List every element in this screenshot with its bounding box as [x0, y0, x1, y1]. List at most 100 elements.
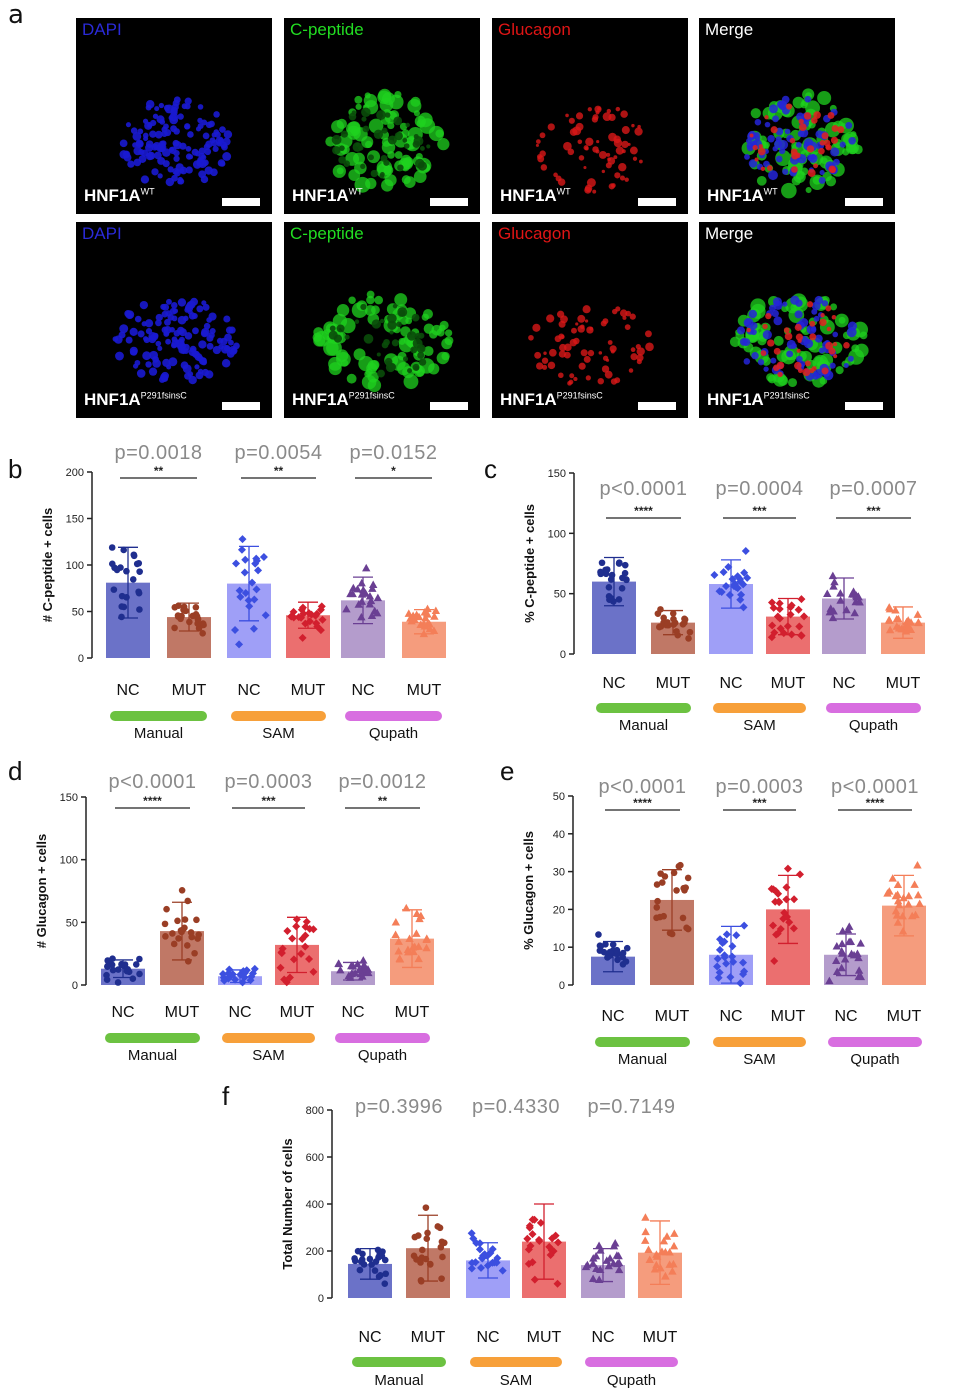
cell-blob: [811, 117, 818, 124]
cell-blob: [769, 104, 778, 114]
group-label: SAM: [500, 1372, 533, 1389]
data-point: [605, 584, 613, 591]
data-point: [248, 969, 257, 978]
cell-blob: [621, 140, 629, 149]
cell-blob: [578, 362, 586, 370]
cell-blob: [197, 117, 203, 124]
cell-blob: [758, 144, 764, 149]
cell-blob: [606, 108, 612, 114]
cell-blob: [541, 357, 549, 364]
cell-blob: [736, 326, 746, 335]
y-tick-label: 200: [306, 1246, 324, 1258]
data-point: [728, 942, 737, 951]
data-point: [351, 1255, 358, 1262]
data-point: [894, 900, 904, 909]
data-point: [114, 979, 122, 986]
data-point: [888, 874, 897, 882]
cell-blob: [201, 327, 210, 337]
cell-blob: [127, 160, 135, 168]
cell-blob: [431, 324, 443, 336]
cell-blob: [162, 160, 170, 168]
cell-blob: [776, 100, 785, 109]
cell-blob: [833, 158, 840, 166]
cell-blob: [216, 141, 222, 147]
data-point: [302, 917, 311, 926]
data-point: [422, 1204, 430, 1211]
cell-blob: [200, 175, 209, 184]
cell-blob: [428, 363, 440, 375]
data-point: [652, 1252, 662, 1260]
scale-bar: [638, 198, 676, 206]
data-point: [618, 585, 626, 592]
data-point: [423, 1235, 431, 1243]
cell-blob: [423, 323, 435, 334]
cell-blob: [165, 338, 171, 345]
data-point: [411, 1233, 419, 1241]
scale-bar: [222, 198, 260, 206]
data-point: [422, 934, 431, 942]
cell-blob: [184, 123, 191, 130]
data-point: [906, 618, 916, 626]
data-point: [856, 972, 866, 981]
data-point: [136, 955, 143, 963]
cell-blob: [781, 95, 790, 104]
cell-blob: [348, 112, 357, 121]
data-point: [394, 937, 403, 945]
data-point: [613, 946, 621, 954]
cell-blob: [179, 168, 185, 174]
group-bar-manual: [105, 1033, 200, 1043]
data-point: [528, 1230, 537, 1239]
cell-blob: [202, 303, 210, 311]
y-axis-label: % C-peptide + cells: [522, 504, 537, 623]
micrograph-glucagon-mut: Glucagon HNF1AP291fsinsC: [492, 222, 688, 418]
cell-blob: [829, 362, 836, 369]
cell-blob: [624, 177, 629, 182]
cell-blob: [387, 313, 397, 324]
cell-blob: [358, 145, 364, 151]
y-tick-label: 800: [306, 1105, 324, 1117]
data-point: [301, 942, 310, 951]
data-point: [412, 929, 421, 937]
cell-blob: [583, 166, 587, 170]
cell-blob: [776, 361, 785, 370]
category-label: MUT: [165, 1004, 200, 1021]
cell-blob: [619, 309, 628, 317]
cell-blob: [580, 349, 588, 357]
cell-blob: [387, 320, 397, 330]
cell-blob: [201, 368, 209, 377]
cell-blob: [230, 347, 237, 354]
scale-bar: [638, 402, 676, 410]
data-point: [282, 978, 291, 987]
data-point: [669, 610, 677, 617]
data-point: [194, 615, 202, 623]
panel-a-letter: a: [8, 0, 24, 30]
panel-letter-f: f: [222, 1081, 230, 1111]
cell-blob: [198, 340, 207, 349]
data-point: [113, 566, 121, 574]
cell-blob: [631, 123, 635, 128]
data-point: [123, 593, 130, 601]
cell-blob: [336, 304, 350, 317]
data-point: [123, 567, 130, 575]
cell-blob: [750, 108, 761, 119]
cell-blob: [762, 330, 772, 340]
cell-blob: [166, 364, 172, 370]
cell-blob: [615, 146, 624, 155]
cell-blob: [645, 342, 654, 352]
cell-blob: [607, 157, 616, 165]
data-point: [136, 606, 143, 613]
data-point: [528, 1258, 537, 1267]
data-point: [736, 979, 745, 988]
cell-blob: [833, 354, 838, 359]
data-point: [893, 880, 903, 888]
cell-blob: [543, 351, 547, 355]
data-point: [604, 1261, 613, 1270]
cell-blob: [832, 342, 838, 347]
cell-blob: [757, 359, 765, 366]
cell-blob: [634, 127, 643, 136]
data-point: [437, 1243, 445, 1251]
data-point: [348, 589, 357, 598]
category-label: MUT: [656, 675, 691, 692]
cell-blob: [367, 154, 374, 161]
stain-label: C-peptide: [290, 20, 364, 39]
